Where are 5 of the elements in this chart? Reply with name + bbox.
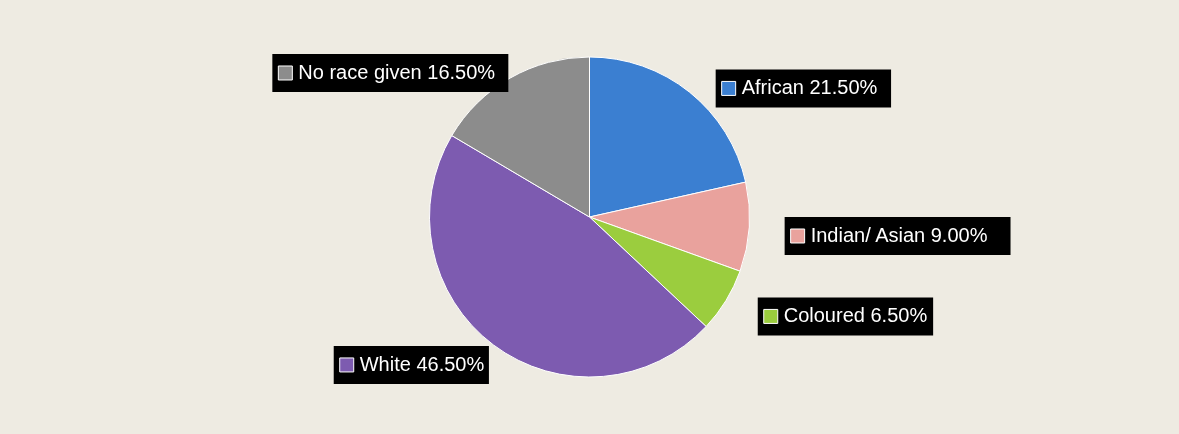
legend-label: African 21.50%	[741, 76, 878, 99]
legend-label: No race given 16.50%	[298, 60, 496, 83]
legend-label: Coloured 6.50%	[783, 304, 928, 327]
legend-label: Indian/ Asian 9.00%	[810, 223, 988, 246]
legend-label: White 46.50%	[359, 352, 485, 375]
